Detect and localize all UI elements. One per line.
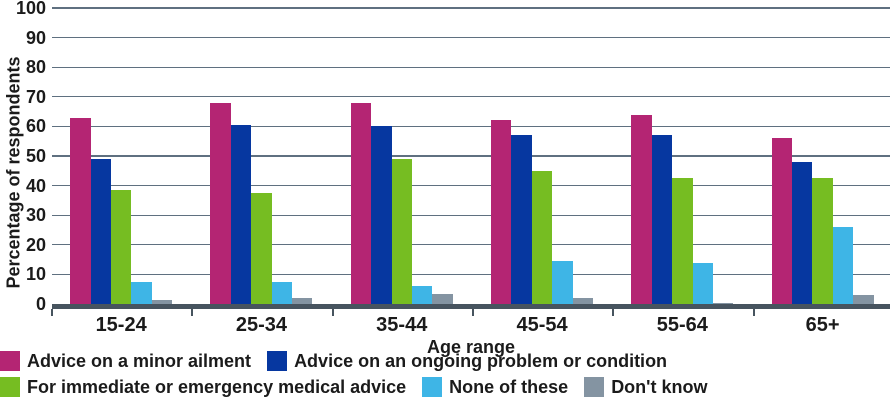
y-tick-label: 50 — [25, 146, 46, 166]
bar-35-44-s3 — [411, 286, 433, 304]
bar-25-34-s2 — [251, 193, 272, 304]
legend-item: None of these — [422, 377, 568, 397]
legend-row: For immediate or emergency medical advic… — [0, 376, 890, 398]
gridline — [52, 125, 890, 128]
x-axis-line — [52, 304, 890, 309]
gridline — [52, 7, 890, 9]
y-tick-label: 30 — [25, 205, 46, 226]
bar-45-54-s4 — [572, 298, 594, 304]
bar-35-44-s2 — [391, 158, 412, 304]
y-tick-label: 0 — [35, 294, 46, 314]
x-axis-title: Age range — [426, 337, 516, 357]
gridline — [52, 184, 890, 187]
bar-55-64-s2 — [672, 178, 693, 304]
y-tick-label: 90 — [25, 27, 46, 48]
bar-55-64-s4 — [712, 302, 734, 304]
bar-35-44-s1 — [371, 126, 392, 304]
y-tick-label: 80 — [25, 57, 46, 78]
legend-label: None of these — [449, 377, 569, 397]
y-tick-label: 10 — [25, 264, 46, 285]
x-tick — [471, 309, 474, 316]
bar-25-34-s4 — [292, 298, 313, 304]
x-category-label: 25-34 — [235, 314, 288, 336]
x-category-label: 65+ — [805, 314, 840, 336]
x-category-label: 55-64 — [656, 314, 708, 336]
x-category-label: 15-24 — [95, 314, 147, 336]
bar-45-54-s0 — [491, 120, 512, 304]
legend: Advice on a minor ailment Advice on an on… — [0, 350, 890, 402]
legend-swatch-icon — [267, 351, 288, 371]
bar-45-54-s1 — [511, 135, 532, 304]
bar-55-64-s0 — [631, 114, 652, 304]
bar-35-44-s0 — [350, 102, 372, 304]
bar-15-24-s4 — [151, 299, 173, 304]
bar-45-54-s2 — [531, 170, 553, 304]
x-tick — [612, 309, 615, 316]
x-tick — [752, 309, 755, 316]
bar-65+-s2 — [812, 178, 833, 304]
bar-45-54-s3 — [552, 261, 573, 304]
gridline — [52, 36, 890, 39]
bar-15-24-s1 — [90, 158, 111, 304]
bar-65+-s3 — [832, 227, 854, 304]
y-tick-label: 60 — [25, 116, 46, 137]
bar-35-44-s4 — [432, 293, 453, 304]
legend-label: Don't know — [611, 377, 708, 397]
x-category-label: 35-44 — [376, 314, 428, 336]
legend-swatch-icon — [0, 377, 20, 397]
y-tick-label: 20 — [25, 234, 46, 255]
bar-15-24-s3 — [131, 281, 152, 304]
y-tick-label: 40 — [25, 175, 46, 196]
legend-swatch-icon — [0, 351, 20, 371]
bar-65+-s4 — [853, 295, 874, 304]
x-category-label: 45-54 — [516, 314, 568, 336]
legend-item: Advice on a minor ailment — [0, 351, 251, 371]
gridline — [52, 155, 890, 157]
bar-55-64-s1 — [651, 135, 673, 304]
bar-25-34-s0 — [210, 102, 231, 304]
x-tick — [51, 309, 53, 316]
bar-25-34-s3 — [271, 281, 293, 304]
gridline — [52, 244, 890, 246]
bar-65+-s0 — [771, 138, 793, 304]
legend-item: For immediate or emergency medical advic… — [0, 377, 406, 397]
legend-item: Advice on an ongoing problem or conditio… — [267, 351, 667, 371]
bar-65+-s1 — [792, 161, 813, 304]
gridline — [52, 96, 890, 98]
bar-15-24-s0 — [70, 117, 91, 304]
x-tick — [331, 309, 334, 316]
legend-swatch-icon — [584, 377, 605, 397]
gridline — [52, 214, 890, 216]
bar-55-64-s3 — [692, 262, 713, 304]
x-tick — [191, 309, 194, 316]
legend-label: Advice on an ongoing problem or conditio… — [294, 351, 668, 371]
legend-row: Advice on a minor ailment Advice on an on… — [0, 350, 890, 372]
legend-swatch-icon — [422, 377, 443, 397]
legend-label: For immediate or emergency medical advic… — [27, 377, 407, 397]
gridline — [52, 66, 890, 68]
bar-15-24-s2 — [110, 190, 132, 304]
legend-label: Advice on a minor ailment — [27, 351, 252, 371]
legend-item: Don't know — [584, 377, 707, 397]
bar-25-34-s1 — [230, 124, 252, 304]
gridline — [52, 273, 890, 276]
y-tick-label: 70 — [25, 86, 46, 107]
y-tick-label: 100 — [15, 0, 46, 18]
